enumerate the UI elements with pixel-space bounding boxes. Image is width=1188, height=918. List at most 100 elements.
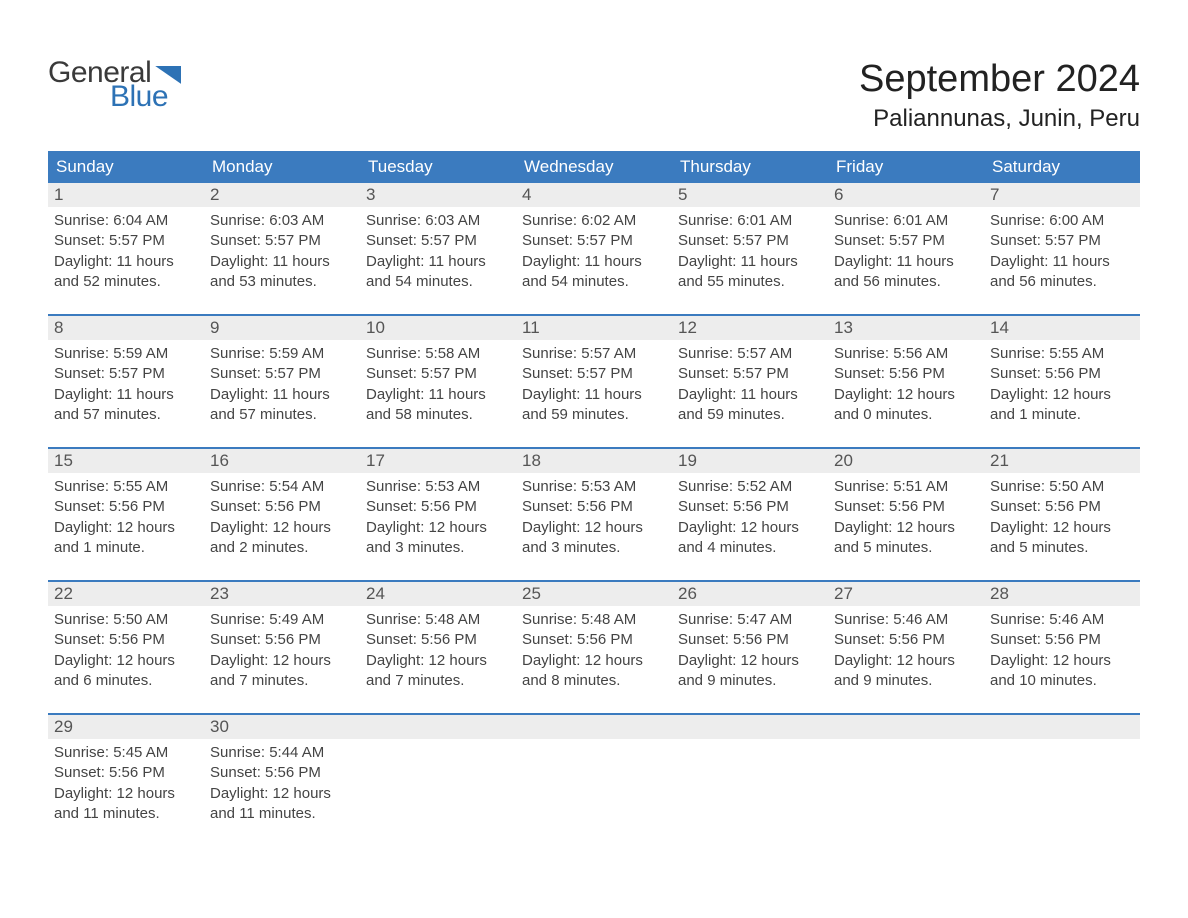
sunrise-text: Sunrise: 5:48 AM <box>522 610 666 630</box>
daylight-line2: and 4 minutes. <box>678 538 822 558</box>
sunrise-text: Sunrise: 6:01 AM <box>678 211 822 231</box>
content-row: Sunrise: 6:04 AMSunset: 5:57 PMDaylight:… <box>48 207 1140 300</box>
content-row: Sunrise: 5:50 AMSunset: 5:56 PMDaylight:… <box>48 606 1140 699</box>
daylight-line1: Daylight: 12 hours <box>54 651 198 671</box>
sunset-text: Sunset: 5:57 PM <box>366 231 510 251</box>
daylight-line2: and 54 minutes. <box>522 272 666 292</box>
sunset-text: Sunset: 5:56 PM <box>990 364 1134 384</box>
day-cell: Sunrise: 5:55 AMSunset: 5:56 PMDaylight:… <box>48 473 204 566</box>
sunrise-text: Sunrise: 5:49 AM <box>210 610 354 630</box>
daylight-line2: and 52 minutes. <box>54 272 198 292</box>
daylight-line2: and 1 minute. <box>54 538 198 558</box>
daylight-line2: and 59 minutes. <box>678 405 822 425</box>
sunrise-text: Sunrise: 5:50 AM <box>990 477 1134 497</box>
sunset-text: Sunset: 5:56 PM <box>54 763 198 783</box>
week-row: 22232425262728Sunrise: 5:50 AMSunset: 5:… <box>48 580 1140 699</box>
day-cell: Sunrise: 6:04 AMSunset: 5:57 PMDaylight:… <box>48 207 204 300</box>
day-number: 8 <box>48 316 204 340</box>
week-row: 891011121314Sunrise: 5:59 AMSunset: 5:57… <box>48 314 1140 433</box>
sunset-text: Sunset: 5:57 PM <box>522 364 666 384</box>
day-cell: Sunrise: 5:44 AMSunset: 5:56 PMDaylight:… <box>204 739 360 832</box>
sunrise-text: Sunrise: 6:04 AM <box>54 211 198 231</box>
day-cell: Sunrise: 5:50 AMSunset: 5:56 PMDaylight:… <box>984 473 1140 566</box>
day-number: 24 <box>360 582 516 606</box>
day-number: 27 <box>828 582 984 606</box>
sunrise-text: Sunrise: 5:57 AM <box>678 344 822 364</box>
day-number: 20 <box>828 449 984 473</box>
daylight-line1: Daylight: 11 hours <box>678 252 822 272</box>
sunset-text: Sunset: 5:57 PM <box>678 364 822 384</box>
daylight-line2: and 3 minutes. <box>366 538 510 558</box>
daylight-line1: Daylight: 12 hours <box>210 784 354 804</box>
day-cell: Sunrise: 5:59 AMSunset: 5:57 PMDaylight:… <box>48 340 204 433</box>
sunset-text: Sunset: 5:56 PM <box>210 630 354 650</box>
sunset-text: Sunset: 5:56 PM <box>366 630 510 650</box>
day-cell: Sunrise: 5:55 AMSunset: 5:56 PMDaylight:… <box>984 340 1140 433</box>
daylight-line1: Daylight: 12 hours <box>678 518 822 538</box>
daylight-line1: Daylight: 12 hours <box>990 651 1134 671</box>
daylight-line2: and 6 minutes. <box>54 671 198 691</box>
dow-monday: Monday <box>204 151 360 183</box>
dow-header-row: Sunday Monday Tuesday Wednesday Thursday… <box>48 151 1140 183</box>
day-number: 5 <box>672 183 828 207</box>
day-number <box>360 715 516 739</box>
day-number: 25 <box>516 582 672 606</box>
day-cell: Sunrise: 5:53 AMSunset: 5:56 PMDaylight:… <box>360 473 516 566</box>
daylight-line1: Daylight: 12 hours <box>210 518 354 538</box>
content-row: Sunrise: 5:45 AMSunset: 5:56 PM Daylight:… <box>48 739 1140 832</box>
daylight-line2: and 7 minutes. <box>366 671 510 691</box>
day-number: 26 <box>672 582 828 606</box>
daylight-line1: Daylight: 11 hours <box>366 385 510 405</box>
day-cell <box>516 739 672 832</box>
sunrise-text: Sunrise: 6:03 AM <box>210 211 354 231</box>
day-number: 15 <box>48 449 204 473</box>
day-number: 16 <box>204 449 360 473</box>
sunset-text: Sunset: 5:56 PM <box>678 630 822 650</box>
daylight-line1: Daylight: 12 hours <box>366 518 510 538</box>
daylight-line1: Daylight: 11 hours <box>834 252 978 272</box>
day-number: 21 <box>984 449 1140 473</box>
sunset-text: Sunset: 5:57 PM <box>990 231 1134 251</box>
day-number <box>516 715 672 739</box>
sunrise-text: Sunrise: 5:59 AM <box>210 344 354 364</box>
day-cell: Sunrise: 5:49 AMSunset: 5:56 PMDaylight:… <box>204 606 360 699</box>
sunset-text: Sunset: 5:57 PM <box>834 231 978 251</box>
day-cell: Sunrise: 6:02 AMSunset: 5:57 PMDaylight:… <box>516 207 672 300</box>
daylight-line1: Daylight: 11 hours <box>54 252 198 272</box>
daylight-line2: and 7 minutes. <box>210 671 354 691</box>
day-number: 10 <box>360 316 516 340</box>
sunset-text: Sunset: 5:56 PM <box>678 497 822 517</box>
day-cell: Sunrise: 5:46 AMSunset: 5:56 PMDaylight:… <box>984 606 1140 699</box>
page: General Blue September 2024 Paliannunas,… <box>0 0 1188 872</box>
sunrise-text: Sunrise: 5:56 AM <box>834 344 978 364</box>
sunset-text: Sunset: 5:57 PM <box>54 364 198 384</box>
day-cell: Sunrise: 5:54 AMSunset: 5:56 PMDaylight:… <box>204 473 360 566</box>
daylight-line2: and 8 minutes. <box>522 671 666 691</box>
daylight-line1: Daylight: 11 hours <box>210 252 354 272</box>
dow-wednesday: Wednesday <box>516 151 672 183</box>
day-number: 6 <box>828 183 984 207</box>
sunrise-text: Sunrise: 5:59 AM <box>54 344 198 364</box>
day-number: 3 <box>360 183 516 207</box>
day-number: 14 <box>984 316 1140 340</box>
daylight-line1: Daylight: 12 hours <box>522 518 666 538</box>
daylight-line1: Daylight: 11 hours <box>522 252 666 272</box>
sunset-text: Sunset: 5:56 PM <box>522 630 666 650</box>
sunrise-text: Sunrise: 5:55 AM <box>54 477 198 497</box>
day-cell: Sunrise: 5:48 AMSunset: 5:56 PMDaylight:… <box>516 606 672 699</box>
daylight-line2: and 0 minutes. <box>834 405 978 425</box>
day-cell <box>828 739 984 832</box>
sunrise-text: Sunrise: 5:46 AM <box>990 610 1134 630</box>
daynum-row: 891011121314 <box>48 316 1140 340</box>
sunrise-text: Sunrise: 5:47 AM <box>678 610 822 630</box>
week-row: 15161718192021Sunrise: 5:55 AMSunset: 5:… <box>48 447 1140 566</box>
day-cell: Sunrise: 5:47 AMSunset: 5:56 PMDaylight:… <box>672 606 828 699</box>
day-cell: Sunrise: 5:58 AMSunset: 5:57 PMDaylight:… <box>360 340 516 433</box>
sunrise-text: Sunrise: 5:55 AM <box>990 344 1134 364</box>
day-number: 9 <box>204 316 360 340</box>
day-cell: Sunrise: 6:03 AMSunset: 5:57 PMDaylight:… <box>204 207 360 300</box>
sunrise-text: Sunrise: 6:03 AM <box>366 211 510 231</box>
dow-tuesday: Tuesday <box>360 151 516 183</box>
sunrise-text: Sunrise: 5:45 AM <box>54 743 198 763</box>
day-number: 4 <box>516 183 672 207</box>
